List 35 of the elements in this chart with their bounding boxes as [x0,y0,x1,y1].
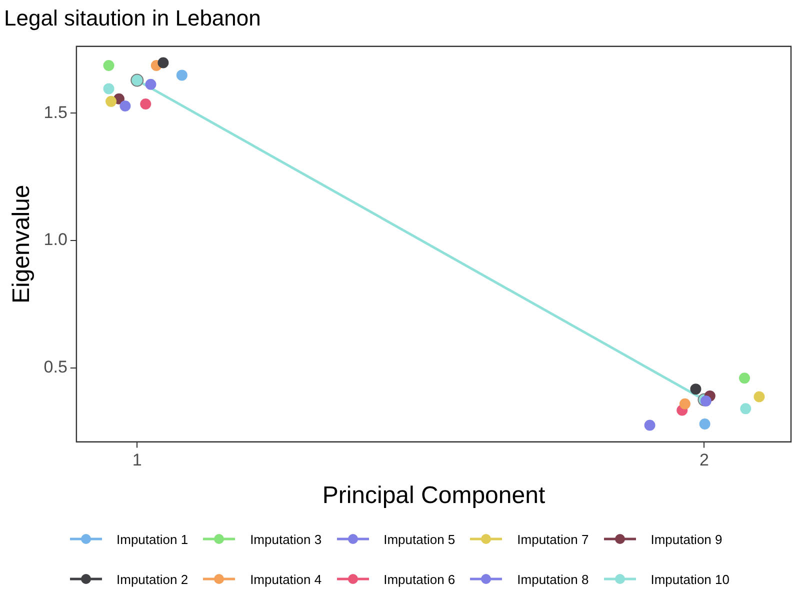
legend-label: Imputation 6 [384,572,456,586]
y-tick-label: 1.5 [44,102,68,122]
legend-label: Imputation 2 [116,572,188,586]
legend-label: Imputation 3 [250,532,322,546]
point [176,70,188,81]
y-tick-label: 0.5 [44,358,68,377]
point [158,57,169,68]
x-tick-label: 1 [132,450,142,470]
x-tick-label: 2 [699,450,709,470]
legend-label: Imputation 7 [517,532,589,546]
point [130,74,144,87]
y-tick-label: 1.0 [44,230,68,250]
point [106,96,117,107]
point [103,60,114,72]
point [644,420,656,431]
legend-label: Imputation 4 [250,572,322,586]
legend-label: Imputation 1 [116,532,188,546]
x-axis-title: Principal Component [322,482,546,510]
y-axis-title: Eigenvalue [8,184,36,304]
point [699,418,710,430]
chart-title: Legal sitaution in Lebanon [4,5,261,30]
point [145,78,156,90]
point [700,396,712,407]
legend-label: Imputation 9 [650,532,722,546]
legend-label: Imputation 5 [384,532,456,546]
point [690,384,702,395]
legend-label: Imputation 10 [650,572,730,586]
point [103,83,114,94]
point [120,100,131,112]
legend-label: Imputation 8 [517,572,589,586]
point [754,391,765,402]
point [740,403,752,414]
point [679,398,690,410]
point [140,98,152,110]
point [738,372,750,384]
